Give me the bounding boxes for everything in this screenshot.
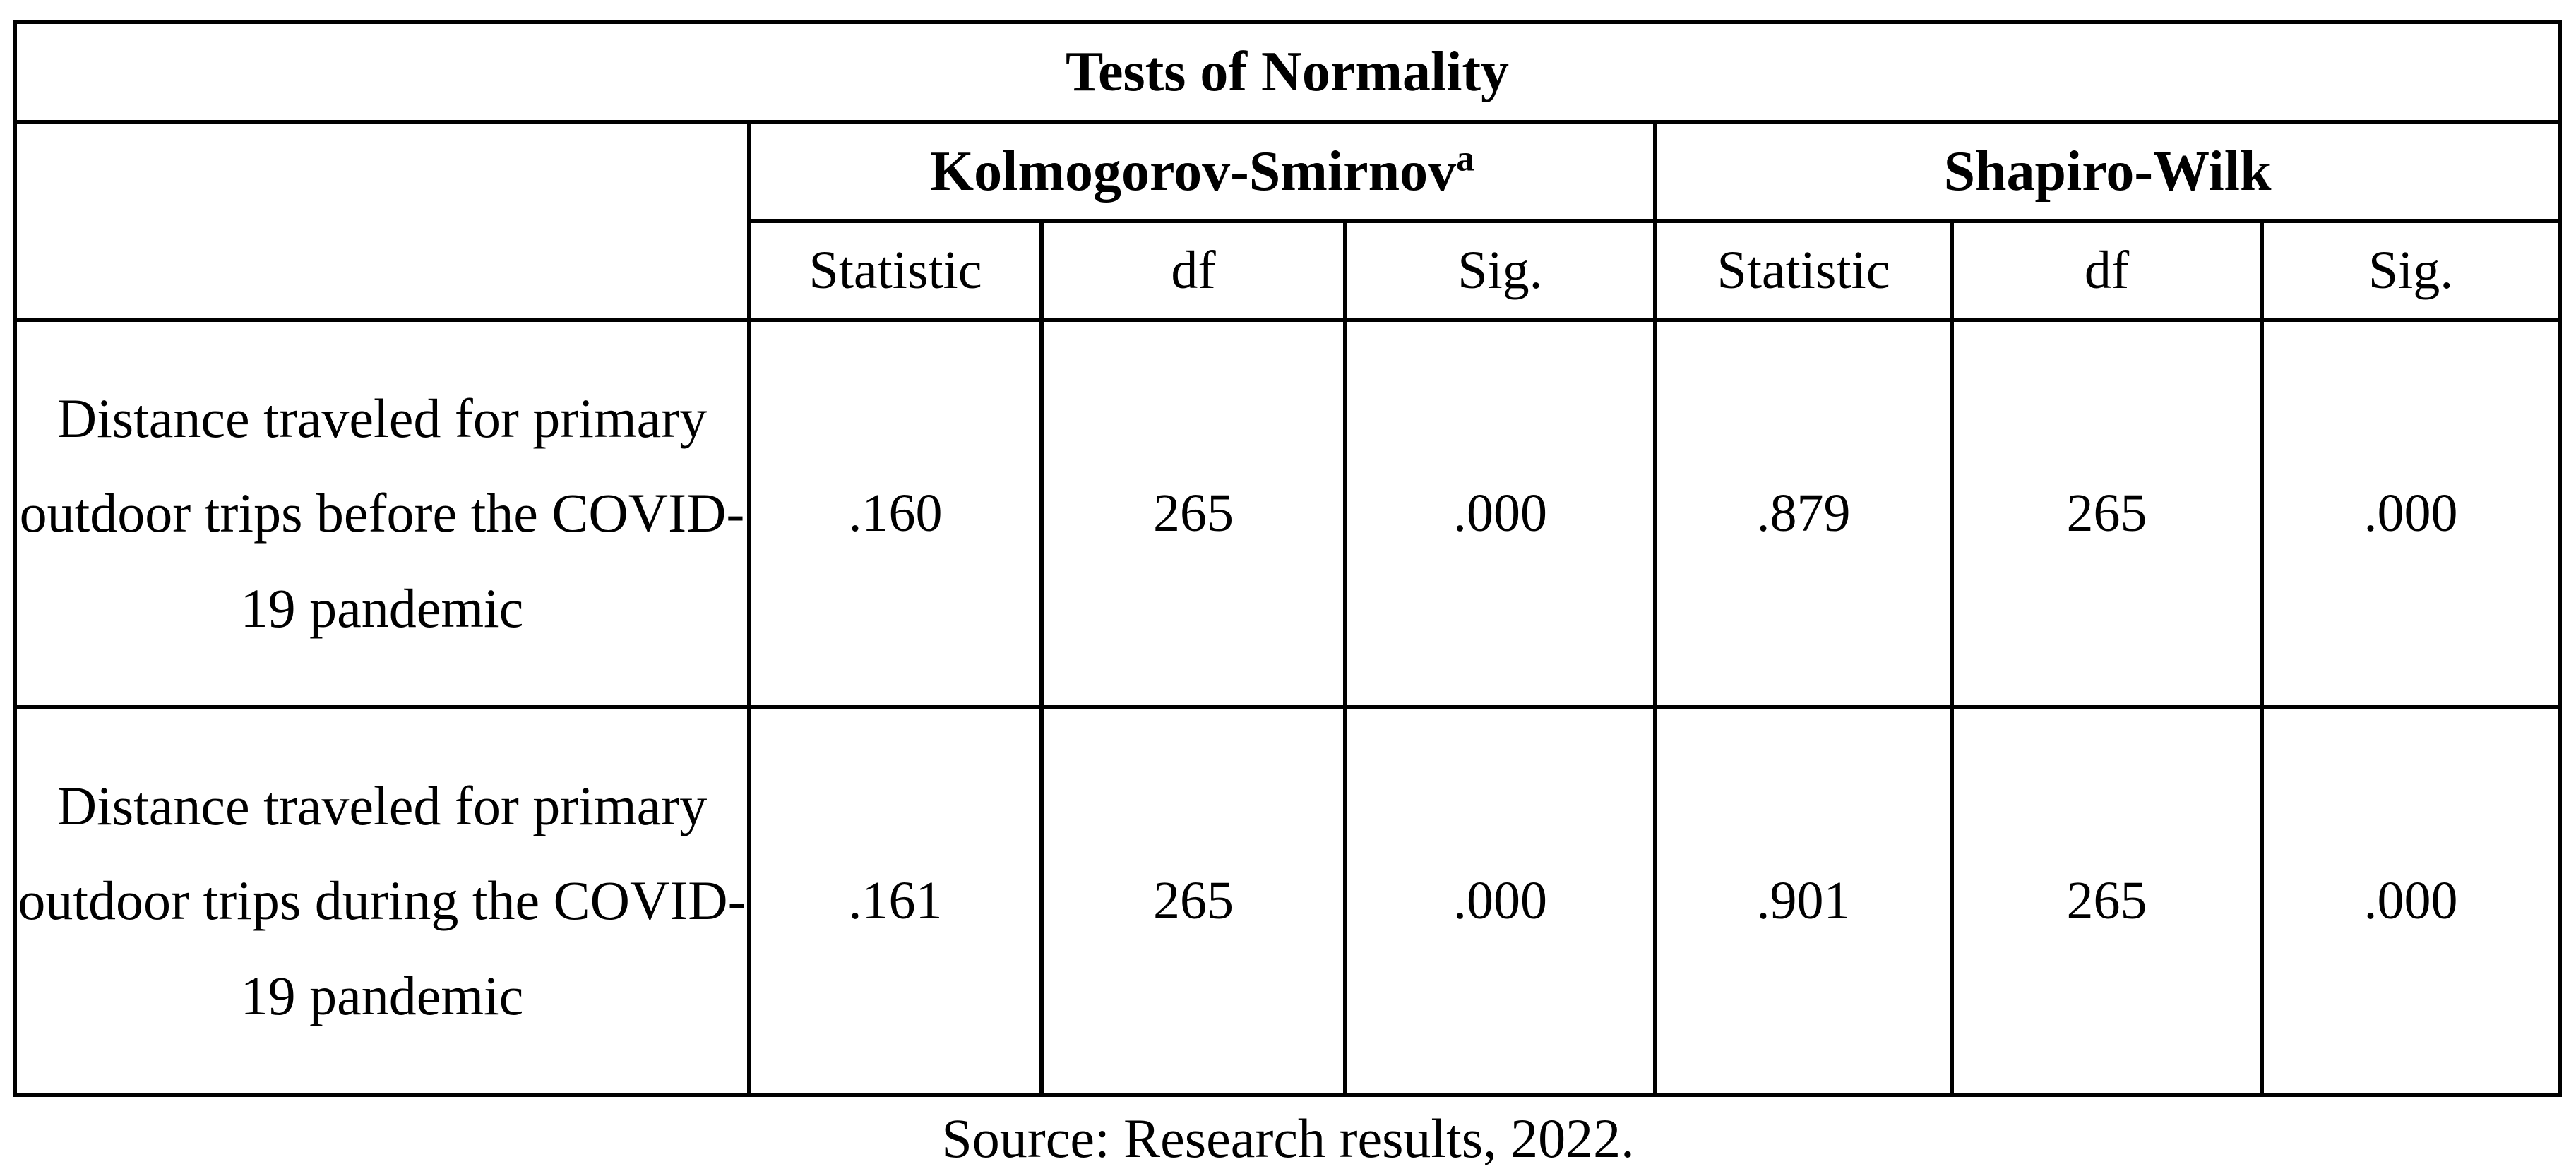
kolmogorov-smirnov-label: Kolmogorov-Smirnov: [929, 140, 1457, 203]
column-header-ks-statistic: Statistic: [747, 219, 1044, 322]
column-header-ks-sig: Sig.: [1343, 219, 1657, 322]
group-header-row: Kolmogorov-Smirnova Shapiro-Wilk: [13, 120, 2563, 322]
group-header-kolmogorov-smirnov: Kolmogorov-Smirnova: [747, 120, 1657, 223]
row-label-before-pandemic: Distance traveled for primary outdoor tr…: [13, 318, 751, 709]
cell-ks-statistic: .160: [747, 318, 1044, 709]
subheader-row: Statistic df Sig. Statistic df Sig.: [15, 219, 2563, 322]
cell-sw-df: 265: [1950, 318, 2264, 709]
cell-ks-df: 265: [1039, 318, 1347, 709]
group-header-shapiro-wilk: Shapiro-Wilk: [1652, 120, 2563, 223]
cell-ks-statistic: .161: [747, 705, 1044, 1097]
column-header-sw-sig: Sig.: [2259, 219, 2563, 322]
cell-ks-sig: .000: [1343, 705, 1657, 1097]
cell-sw-sig: .000: [2259, 318, 2563, 709]
source-note: Source: Research results, 2022.: [941, 1108, 1635, 1169]
cell-sw-df: 265: [1950, 705, 2264, 1097]
table-row: Distance traveled for primary outdoor tr…: [13, 318, 2563, 709]
title-row: Tests of Normality: [12, 20, 2563, 124]
cell-sw-sig: .000: [2259, 705, 2563, 1097]
cell-sw-statistic: .901: [1653, 705, 1954, 1097]
table-row: Distance traveled for primary outdoor tr…: [13, 705, 2563, 1097]
table-title: Tests of Normality: [12, 20, 2563, 124]
cell-sw-statistic: .879: [1653, 318, 1954, 709]
column-header-sw-df: df: [1950, 219, 2264, 322]
cell-ks-df: 265: [1039, 705, 1347, 1097]
cell-ks-sig: .000: [1343, 318, 1657, 709]
row-label-during-pandemic: Distance traveled for primary outdoor tr…: [13, 705, 751, 1097]
kolmogorov-smirnov-footnote-marker: a: [1456, 138, 1475, 179]
column-header-ks-df: df: [1039, 219, 1347, 322]
column-header-sw-statistic: Statistic: [1653, 219, 1954, 322]
tests-of-normality-table: Tests of Normality Kolmogorov-Smirnova S…: [12, 20, 2563, 1097]
row-label-header-cell: [13, 120, 751, 322]
